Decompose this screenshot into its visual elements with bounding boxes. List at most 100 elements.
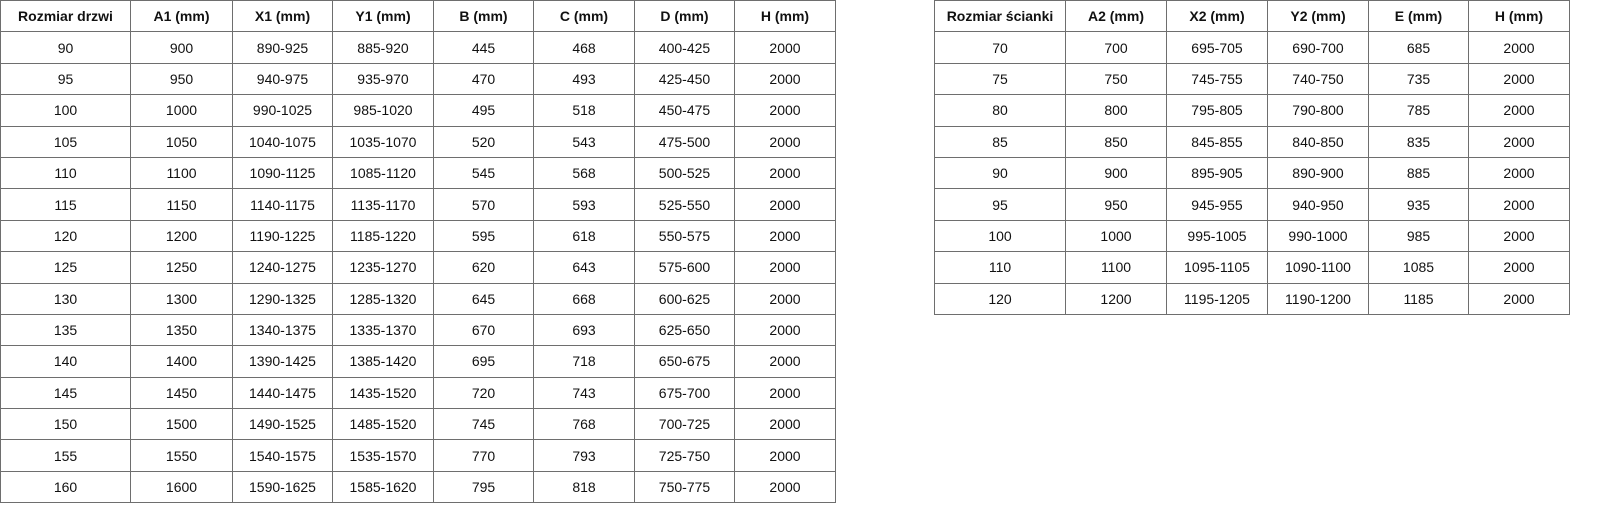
column-header: X2 (mm) (1166, 0, 1268, 33)
table-cell: 643 (533, 251, 635, 284)
table-cell: 700 (1065, 31, 1167, 64)
table-cell: 1185 (1368, 282, 1469, 315)
table-cell: 2000 (734, 188, 836, 221)
table-cell: 990-1000 (1267, 219, 1369, 253)
table-cell: 1195-1205 (1166, 282, 1268, 315)
table-cell: 1290-1325 (232, 282, 333, 315)
table-row: 85 850 845-855 840-850 835 2000 (934, 125, 1570, 158)
table-row: 120 1200 1195-1205 1190-1200 1185 2000 (934, 282, 1570, 315)
table-cell: 90 (934, 156, 1066, 190)
table-cell: 743 (533, 376, 635, 410)
table-cell: 1385-1420 (332, 345, 434, 378)
table-cell: 95 (934, 188, 1066, 221)
table-cell: 468 (533, 31, 635, 64)
table-cell: 985-1020 (332, 94, 434, 127)
table-cell: 1050 (130, 125, 233, 158)
table-row: 110 1100 1095-1105 1090-1100 1085 2000 (934, 251, 1570, 284)
table-cell: 795-805 (1166, 94, 1268, 127)
wall-size-table: Rozmiar ścianki A2 (mm) X2 (mm) Y2 (mm) E (m… (934, 0, 1570, 315)
table-cell: 768 (533, 408, 635, 441)
table-row: 150 1500 1490-1525 1485-1520 745 768 700-725 20… (0, 408, 836, 441)
table-row: 120 1200 1190-1225 1185-1220 595 618 550-575 20… (0, 219, 836, 253)
table-cell: 2000 (734, 125, 836, 158)
table-cell: 75 (934, 62, 1066, 96)
table-cell: 795 (433, 470, 534, 504)
column-header: H (mm) (1468, 0, 1570, 33)
column-header: Rozmiar ścianki (934, 0, 1066, 33)
table-cell: 2000 (734, 376, 836, 410)
table-cell: 785 (1368, 94, 1469, 127)
table-cell: 618 (533, 219, 635, 253)
table-cell: 155 (0, 439, 131, 472)
table-cell: 840-850 (1267, 125, 1369, 158)
table-cell: 1135-1170 (332, 188, 434, 221)
table-cell: 693 (533, 313, 635, 347)
table-cell: 2000 (734, 282, 836, 315)
table-cell: 150 (0, 408, 131, 441)
table-cell: 80 (934, 94, 1066, 127)
table-cell: 100 (934, 219, 1066, 253)
table-cell: 140 (0, 345, 131, 378)
table-row: 90 900 890-925 885-920 445 468 400-425 2000 (0, 31, 836, 64)
table-cell: 595 (433, 219, 534, 253)
table-row: 95 950 945-955 940-950 935 2000 (934, 188, 1570, 221)
table-row: 90 900 895-905 890-900 885 2000 (934, 156, 1570, 190)
table-cell: 668 (533, 282, 635, 315)
table-cell: 793 (533, 439, 635, 472)
table-cell: 2000 (734, 470, 836, 504)
table-row: 160 1600 1590-1625 1585-1620 795 818 750-775 20… (0, 470, 836, 504)
column-header: A2 (mm) (1065, 0, 1167, 33)
table-cell: 935-970 (332, 62, 434, 96)
table-cell: 695 (433, 345, 534, 378)
table-cell: 1390-1425 (232, 345, 333, 378)
table-cell: 1535-1570 (332, 439, 434, 472)
table-cell: 2000 (1468, 31, 1570, 64)
table-cell: 1285-1320 (332, 282, 434, 315)
table-cell: 700-725 (634, 408, 735, 441)
table-row: 75 750 745-755 740-750 735 2000 (934, 62, 1570, 96)
table-cell: 450-475 (634, 94, 735, 127)
table-cell: 675-700 (634, 376, 735, 410)
table-cell: 1440-1475 (232, 376, 333, 410)
table-cell: 470 (433, 62, 534, 96)
table-cell: 1550 (130, 439, 233, 472)
table-cell: 835 (1368, 125, 1469, 158)
table-cell: 750-775 (634, 470, 735, 504)
table-cell: 1200 (130, 219, 233, 253)
table-cell: 725-750 (634, 439, 735, 472)
table-cell: 1500 (130, 408, 233, 441)
table-cell: 2000 (734, 439, 836, 472)
table-cell: 493 (533, 62, 635, 96)
table-cell: 1450 (130, 376, 233, 410)
table-cell: 1540-1575 (232, 439, 333, 472)
table-cell: 90 (0, 31, 131, 64)
table-cell: 770 (433, 439, 534, 472)
table-cell: 885 (1368, 156, 1469, 190)
table-cell: 2000 (734, 31, 836, 64)
table-cell: 1200 (1065, 282, 1167, 315)
column-header: H (mm) (734, 0, 836, 33)
table-cell: 1235-1270 (332, 251, 434, 284)
table-cell: 995-1005 (1166, 219, 1268, 253)
table-cell: 518 (533, 94, 635, 127)
table-cell: 2000 (734, 408, 836, 441)
table-cell: 1090-1125 (232, 156, 333, 190)
table-cell: 570 (433, 188, 534, 221)
table-cell: 1490-1525 (232, 408, 333, 441)
table-cell: 160 (0, 470, 131, 504)
table-cell: 543 (533, 125, 635, 158)
table-cell: 690-700 (1267, 31, 1369, 64)
table-cell: 70 (934, 31, 1066, 64)
table-cell: 720 (433, 376, 534, 410)
table-row: 155 1550 1540-1575 1535-1570 770 793 725-750 20… (0, 439, 836, 472)
header-row: Rozmiar ścianki A2 (mm) X2 (mm) Y2 (mm) E (m… (934, 0, 1570, 33)
table-cell: 850 (1065, 125, 1167, 158)
table-cell: 900 (1065, 156, 1167, 190)
table-cell: 2000 (1468, 188, 1570, 221)
table-cell: 575-600 (634, 251, 735, 284)
column-header: C (mm) (533, 0, 635, 33)
column-header: B (mm) (433, 0, 534, 33)
table-cell: 1000 (130, 94, 233, 127)
table-cell: 115 (0, 188, 131, 221)
column-header: Y1 (mm) (332, 0, 434, 33)
